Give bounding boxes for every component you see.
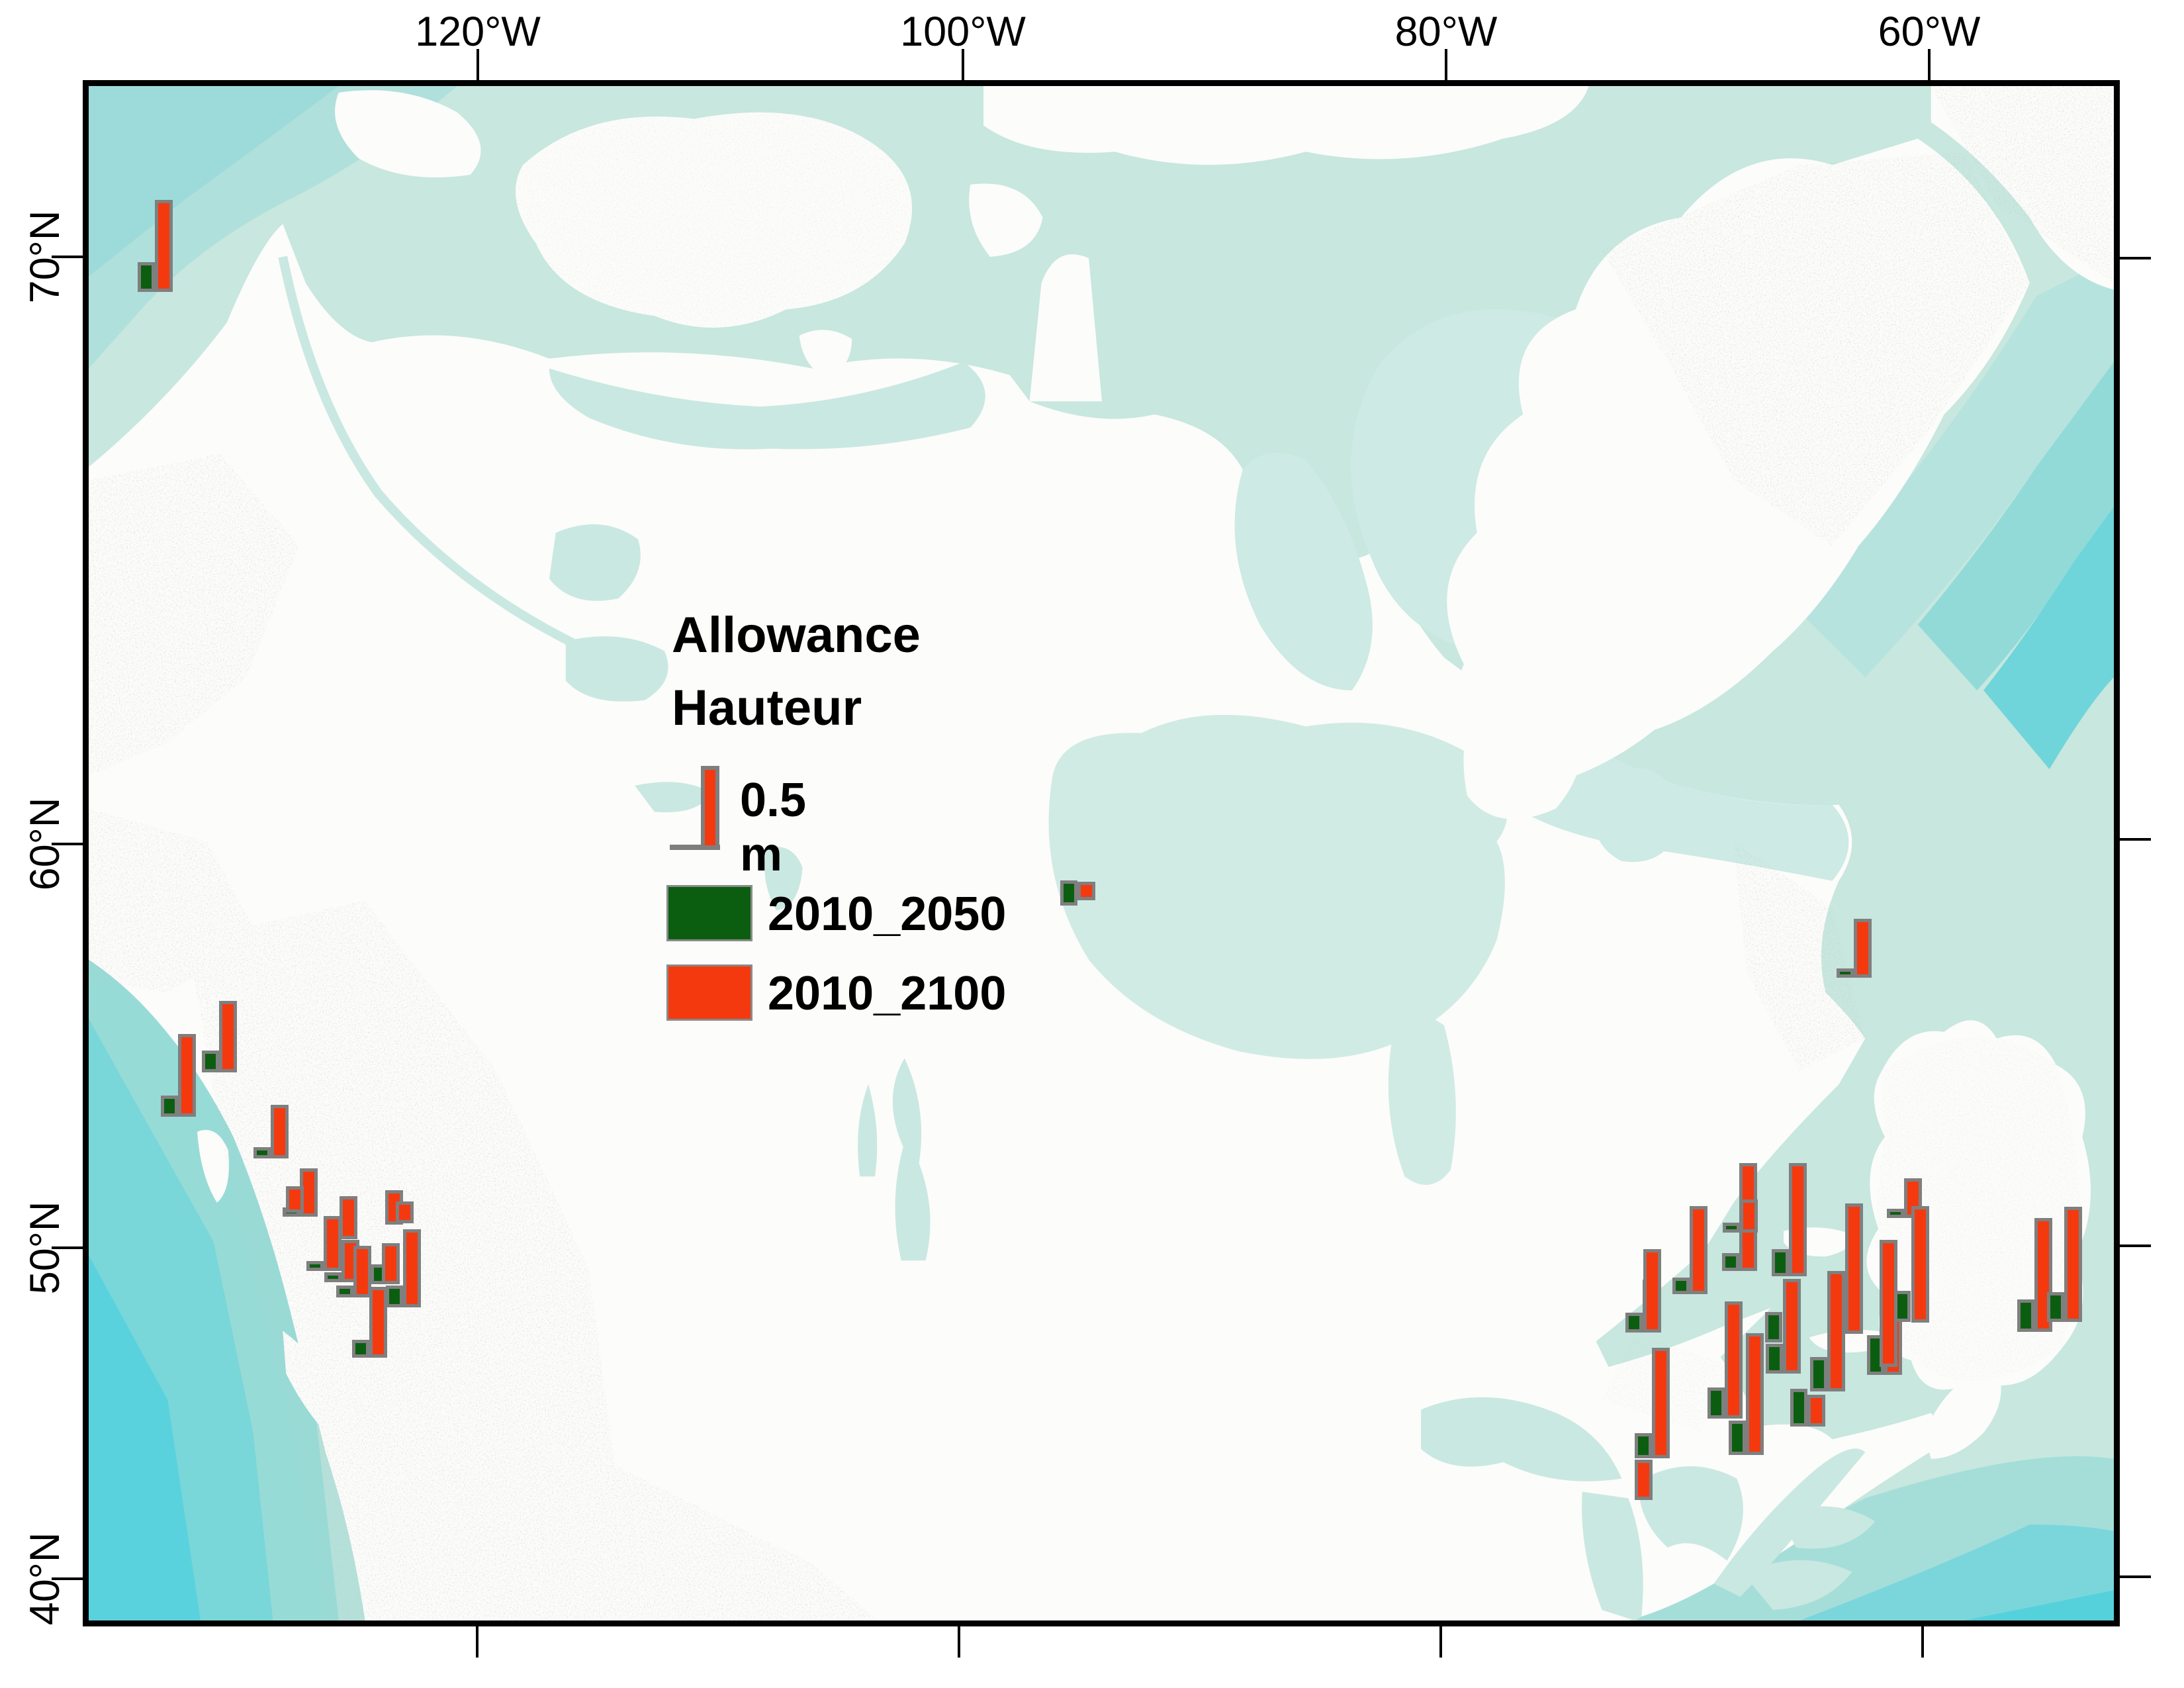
longitude-label: 60°W xyxy=(1878,9,1981,55)
latitude-label: 40°N xyxy=(22,1532,68,1626)
longitude-tick-bottom xyxy=(1921,1626,1924,1658)
longitude-tick-bottom xyxy=(1439,1626,1442,1658)
latitude-tick-right xyxy=(2120,1575,2151,1578)
latitude-tick xyxy=(52,843,83,845)
longitude-tick xyxy=(962,49,964,80)
longitude-label: 80°W xyxy=(1394,9,1498,55)
legend-scale-label: 0.5 m xyxy=(740,774,807,881)
legend-label-2010_2050: 2010_2050 xyxy=(768,888,1007,941)
longitude-tick-bottom xyxy=(476,1626,478,1658)
latitude-tick-right xyxy=(2120,1244,2151,1247)
latitude-tick xyxy=(52,1246,83,1249)
legend-swatch-2010_2050 xyxy=(666,885,752,941)
latitude-label: 50°N xyxy=(22,1201,68,1295)
longitude-tick-bottom xyxy=(958,1626,960,1658)
latitude-tick-right xyxy=(2120,257,2151,259)
terrain-texture xyxy=(89,86,2114,1620)
latitude-label: 60°N xyxy=(22,797,68,891)
map-frame: Sources: Esri, USGS, NOAA xyxy=(83,80,2120,1626)
legend-scale-baseline xyxy=(670,845,720,850)
longitude-label: 100°W xyxy=(900,9,1026,55)
longitude-tick xyxy=(477,49,479,80)
legend-swatch-2010_2100 xyxy=(666,964,752,1021)
longitude-tick xyxy=(1928,49,1931,80)
legend-label-2010_2100: 2010_2100 xyxy=(768,967,1007,1020)
longitude-label: 120°W xyxy=(415,9,541,55)
legend-title: Allowance Hauteur xyxy=(672,607,921,736)
latitude-tick xyxy=(52,1577,83,1580)
basemap-artwork xyxy=(89,86,2114,1620)
latitude-label: 70°N xyxy=(22,210,68,304)
latitude-tick xyxy=(52,256,83,258)
latitude-tick-right xyxy=(2120,838,2151,841)
longitude-tick xyxy=(1445,49,1447,80)
legend-scale-bar xyxy=(701,766,719,849)
